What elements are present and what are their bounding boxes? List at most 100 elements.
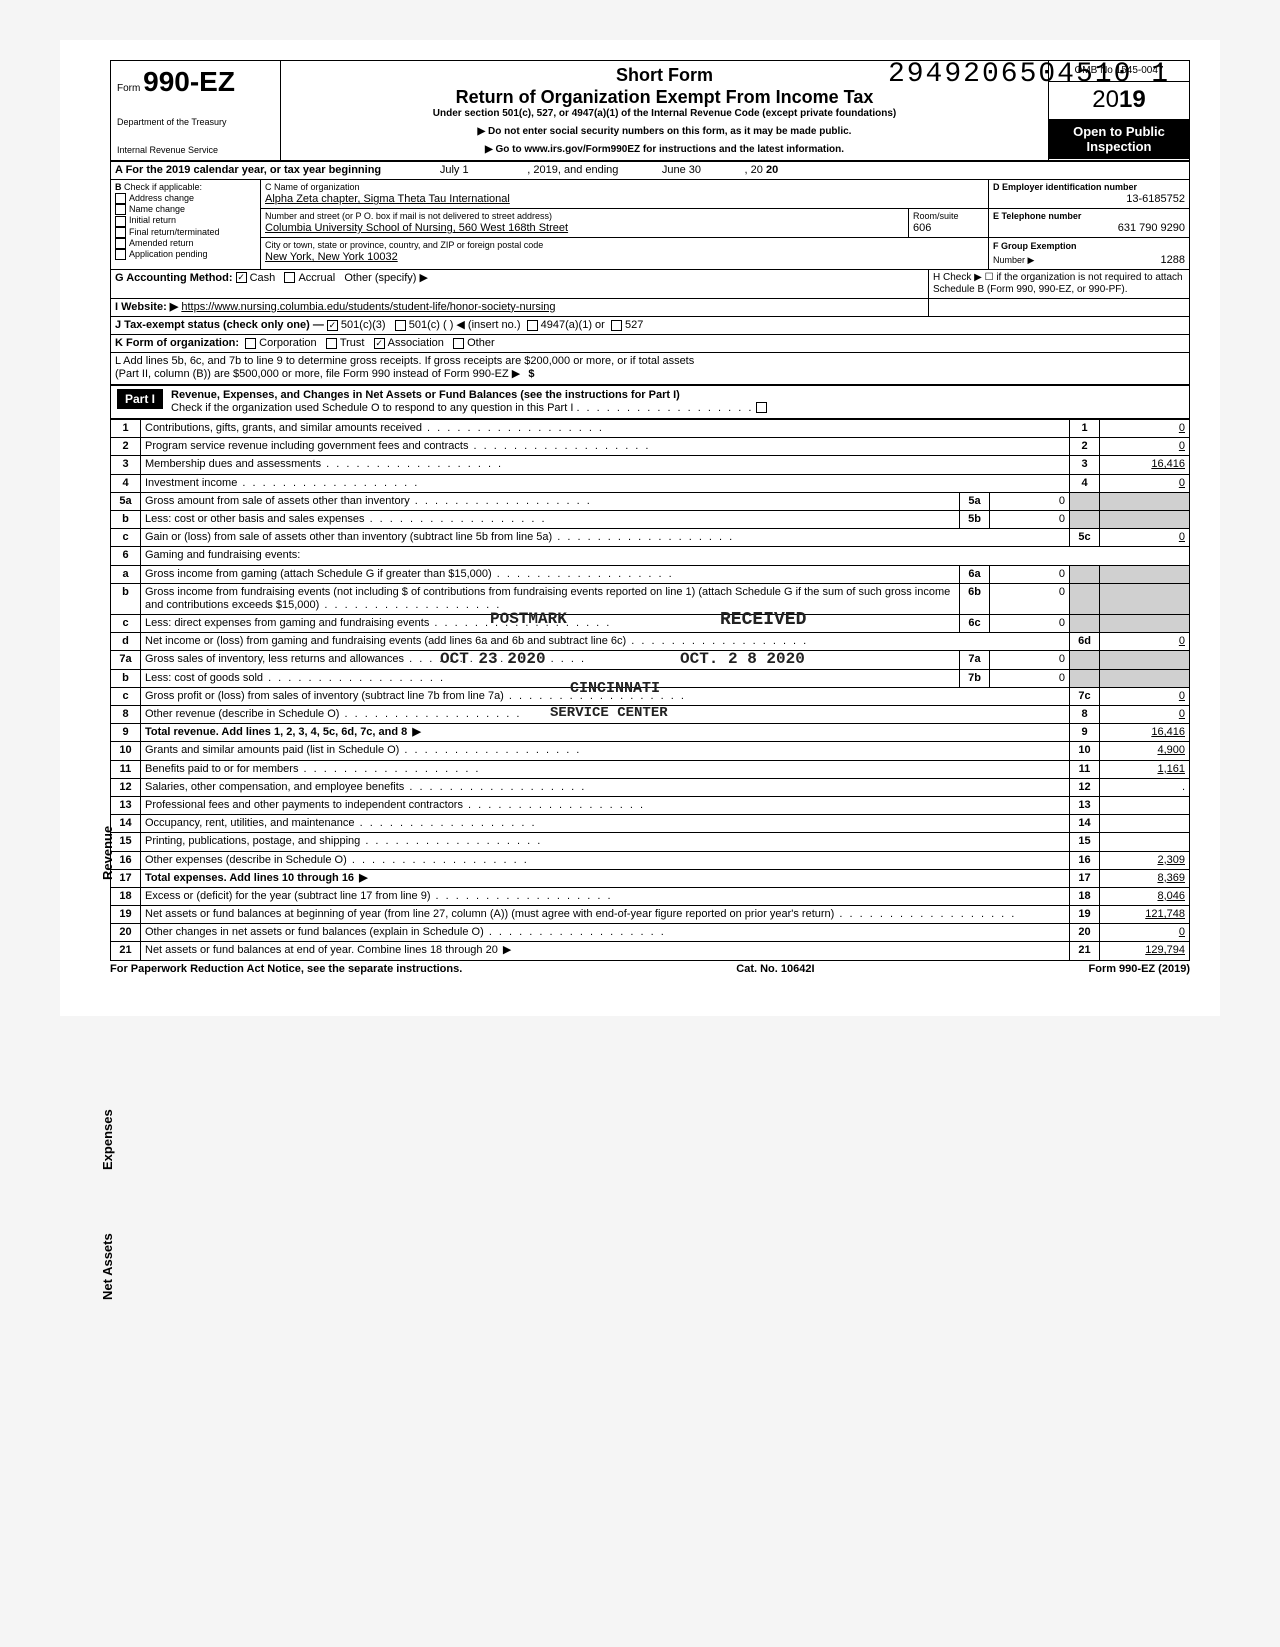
cb-application-pending[interactable]: Application pending [115, 249, 256, 260]
label-e: E Telephone number [993, 211, 1185, 222]
cb-association[interactable] [374, 338, 385, 349]
line-description: Other expenses (describe in Schedule O) [141, 851, 1070, 869]
line-number: c [111, 687, 141, 705]
footer: For Paperwork Reduction Act Notice, see … [110, 963, 1190, 976]
cb-cash[interactable] [236, 272, 247, 283]
line-l-1: L Add lines 5b, 6c, and 7b to line 9 to … [115, 355, 1185, 368]
line-box-number: 12 [1070, 778, 1100, 796]
line-row: 1Contributions, gifts, grants, and simil… [111, 420, 1190, 438]
line-description: Gaming and fundraising events: [141, 547, 1190, 565]
cb-other-org[interactable] [453, 338, 464, 349]
line-amount[interactable]: 2,309 [1100, 851, 1190, 869]
line-box-number: 10 [1070, 742, 1100, 760]
line-amount[interactable]: 0 [1100, 706, 1190, 724]
line-number: 21 [111, 942, 141, 960]
cb-4947a1[interactable] [527, 320, 538, 331]
label-f: F Group Exemption [993, 241, 1077, 251]
cb-501c[interactable] [395, 320, 406, 331]
group-exemption[interactable]: 1288 [1161, 254, 1185, 267]
line-amount-shaded [1100, 651, 1190, 669]
line-number: 8 [111, 706, 141, 724]
line-number: 18 [111, 887, 141, 905]
form-prefix: Form [117, 83, 140, 94]
line-box-number: 16 [1070, 851, 1100, 869]
line-amount[interactable]: 1,161 [1100, 760, 1190, 778]
cb-amended-return[interactable]: Amended return [115, 238, 256, 249]
line-amount[interactable] [1100, 833, 1190, 851]
label-d: D Employer identification number [993, 182, 1185, 193]
instruction-1: ▶ Do not enter social security numbers o… [289, 126, 1040, 138]
sub-line-amount[interactable]: 0 [990, 615, 1070, 633]
sub-line-amount[interactable]: 0 [990, 510, 1070, 528]
line-amount[interactable]: 0 [1100, 529, 1190, 547]
sub-line-amount[interactable]: 0 [990, 669, 1070, 687]
sub-line-amount[interactable]: 0 [990, 583, 1070, 614]
line-box-shaded [1070, 669, 1100, 687]
website[interactable]: https://www.nursing.columbia.edu/student… [181, 301, 555, 313]
line-row: dNet income or (loss) from gaming and fu… [111, 633, 1190, 651]
label-revenue: Revenue [100, 826, 116, 880]
cb-final-return[interactable]: Final return/terminated [115, 227, 256, 238]
line-box-number: 7c [1070, 687, 1100, 705]
line-amount[interactable]: 8,046 [1100, 887, 1190, 905]
cb-schedule-o[interactable] [756, 402, 767, 413]
room-suite[interactable]: 606 [913, 222, 984, 235]
line-amount[interactable]: 16,416 [1100, 724, 1190, 742]
cb-501c3[interactable] [327, 320, 338, 331]
cb-initial-return[interactable]: Initial return [115, 215, 256, 226]
tax-year-yr[interactable]: 20 [766, 164, 778, 176]
line-row: 6Gaming and fundraising events: [111, 547, 1190, 565]
line-amount[interactable]: 121,748 [1100, 906, 1190, 924]
line-amount[interactable]: 0 [1100, 474, 1190, 492]
line-amount[interactable]: 0 [1100, 420, 1190, 438]
sub-line-amount[interactable]: 0 [990, 565, 1070, 583]
line-amount[interactable]: 8,369 [1100, 869, 1190, 887]
line-amount[interactable]: 129,794 [1100, 942, 1190, 960]
org-city[interactable]: New York, New York 10032 [265, 251, 984, 264]
line-description: Grants and similar amounts paid (list in… [141, 742, 1070, 760]
line-description: Investment income [141, 474, 1070, 492]
line-box-shaded [1070, 615, 1100, 633]
line-amount[interactable]: 0 [1100, 633, 1190, 651]
line-amount[interactable]: 0 [1100, 924, 1190, 942]
cb-address-change[interactable]: Address change [115, 193, 256, 204]
line-box-number: 19 [1070, 906, 1100, 924]
cb-accrual[interactable] [284, 272, 295, 283]
telephone[interactable]: 631 790 9290 [993, 222, 1185, 235]
line-row: 15Printing, publications, postage, and s… [111, 833, 1190, 851]
sub-line-amount[interactable]: 0 [990, 492, 1070, 510]
ein[interactable]: 13-6185752 [993, 193, 1185, 206]
line-box-shaded [1070, 651, 1100, 669]
tax-year-begin[interactable]: July 1 [384, 164, 524, 177]
line-amount[interactable]: 16,416 [1100, 456, 1190, 474]
line-amount[interactable] [1100, 815, 1190, 833]
cb-name-change[interactable]: Name change [115, 204, 256, 215]
line-amount[interactable]: 0 [1100, 687, 1190, 705]
line-box-number: 14 [1070, 815, 1100, 833]
line-number: b [111, 669, 141, 687]
line-amount[interactable] [1100, 796, 1190, 814]
line-description: Less: cost or other basis and sales expe… [141, 510, 960, 528]
org-name[interactable]: Alpha Zeta chapter, Sigma Theta Tau Inte… [265, 193, 984, 206]
line-description: Total expenses. Add lines 10 through 16 [141, 869, 1070, 887]
cb-527[interactable] [611, 320, 622, 331]
form-number: 990-EZ [143, 66, 235, 97]
line-box-number: 11 [1070, 760, 1100, 778]
line-amount-shaded [1100, 492, 1190, 510]
sub-line-number: 6c [960, 615, 990, 633]
line-row: cGross profit or (loss) from sales of in… [111, 687, 1190, 705]
line-amount[interactable]: . [1100, 778, 1190, 796]
cb-trust[interactable] [326, 338, 337, 349]
line-description: Contributions, gifts, grants, and simila… [141, 420, 1070, 438]
line-row: bLess: cost of goods sold7b0 [111, 669, 1190, 687]
org-address[interactable]: Columbia University School of Nursing, 5… [265, 222, 904, 235]
line-amount-shaded [1100, 510, 1190, 528]
sub-line-amount[interactable]: 0 [990, 651, 1070, 669]
line-number: 1 [111, 420, 141, 438]
line-description: Excess or (deficit) for the year (subtra… [141, 887, 1070, 905]
line-amount-shaded [1100, 583, 1190, 614]
line-amount[interactable]: 4,900 [1100, 742, 1190, 760]
tax-year-end[interactable]: June 30 [621, 164, 741, 177]
line-amount[interactable]: 0 [1100, 438, 1190, 456]
cb-corporation[interactable] [245, 338, 256, 349]
